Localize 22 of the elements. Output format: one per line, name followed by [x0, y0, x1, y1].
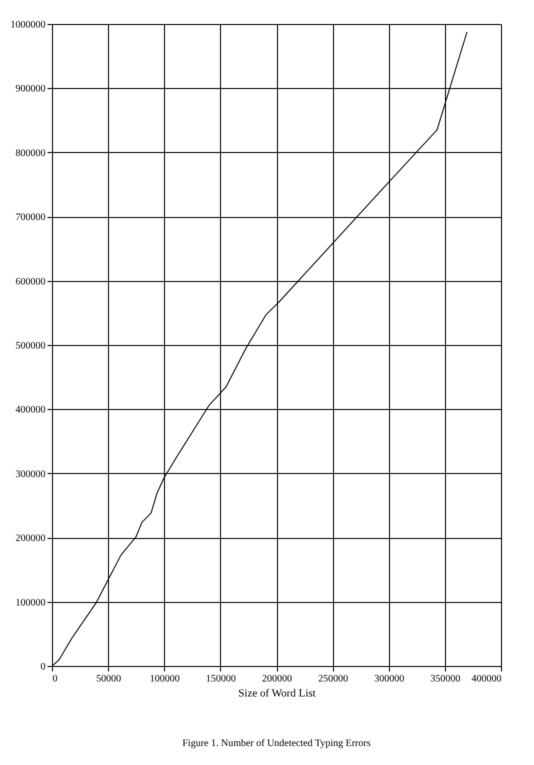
- x-tick-label: 150000: [206, 674, 236, 684]
- x-tick-label: 350000: [430, 674, 460, 684]
- y-tick-label: 100000: [16, 597, 46, 608]
- y-tick-label: 700000: [16, 212, 46, 224]
- y-tick-label: 300000: [16, 468, 46, 480]
- y-tick-label: 500000: [16, 340, 46, 352]
- y-tick-label: 900000: [16, 84, 46, 95]
- x-tick-label: 300000: [374, 674, 404, 684]
- x-tick-label: 400000: [472, 674, 502, 684]
- x-tick-label: 0: [52, 674, 58, 684]
- x-tick-label: 50000: [96, 674, 122, 684]
- y-tick-label: 600000: [16, 276, 46, 288]
- y-tick-label: 1000000: [10, 20, 46, 30]
- caption: Figure 1. Number of Undetected Typing Errors: [182, 738, 371, 749]
- y-tick-label: 400000: [16, 404, 46, 416]
- x-axis-title: Size of Word List: [238, 688, 316, 700]
- y-tick-label: 800000: [16, 148, 46, 159]
- x-tick-label: 250000: [318, 674, 348, 684]
- y-tick-label: 200000: [16, 533, 46, 544]
- x-tick-label: 100000: [150, 674, 180, 684]
- x-tick-label: 200000: [262, 674, 292, 684]
- y-tick-label: 0: [40, 662, 46, 672]
